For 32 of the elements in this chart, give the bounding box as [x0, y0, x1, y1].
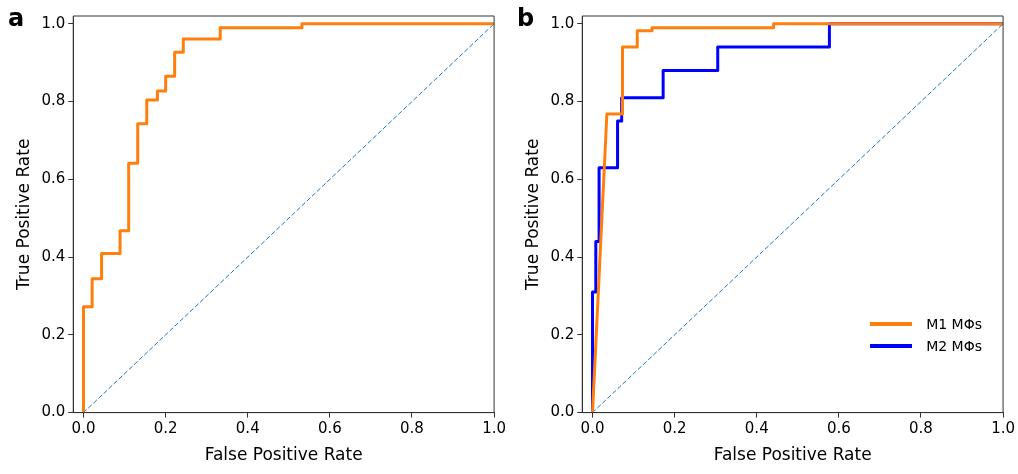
x-tick-label: 1.0: [482, 419, 506, 438]
y-tick-label: 0.8: [41, 91, 66, 110]
y-tick-label: 1.0: [41, 13, 66, 32]
y-axis-title: True Positive Rate: [521, 138, 542, 292]
x-tick-label: 0.4: [235, 419, 260, 438]
y-tick-label: 0.6: [41, 169, 66, 188]
y-tick-label: 0.2: [41, 324, 66, 343]
y-tick-label: 0.0: [550, 402, 575, 421]
y-tick-label: 0.0: [41, 402, 66, 421]
x-tick-label: 0.8: [400, 419, 424, 438]
chart-title: a: [8, 4, 25, 32]
y-tick-label: 0.2: [550, 324, 575, 343]
x-axis-title: False Positive Rate: [713, 444, 872, 465]
x-tick-label: 1.0: [991, 419, 1015, 438]
x-tick-label: 0.6: [317, 419, 342, 438]
x-tick-label: 0.4: [744, 419, 769, 438]
y-tick-label: 0.4: [41, 246, 66, 265]
y-tick-label: 0.4: [550, 246, 575, 265]
y-axis-title: True Positive Rate: [12, 138, 33, 292]
x-tick-label: 0.2: [662, 419, 687, 438]
y-tick-label: 0.8: [550, 91, 575, 110]
x-axis-title: False Positive Rate: [204, 444, 363, 465]
x-tick-label: 0.2: [153, 419, 178, 438]
x-tick-label: 0.0: [71, 419, 96, 438]
x-tick-label: 0.0: [580, 419, 605, 438]
x-tick-label: 0.6: [826, 419, 851, 438]
y-tick-label: 0.6: [550, 169, 575, 188]
chart-title: b: [517, 4, 535, 32]
y-tick-label: 1.0: [550, 13, 575, 32]
legend-label: M2 MΦs: [926, 338, 982, 354]
x-tick-label: 0.8: [909, 419, 933, 438]
legend-label: M1 MΦs: [926, 316, 982, 332]
